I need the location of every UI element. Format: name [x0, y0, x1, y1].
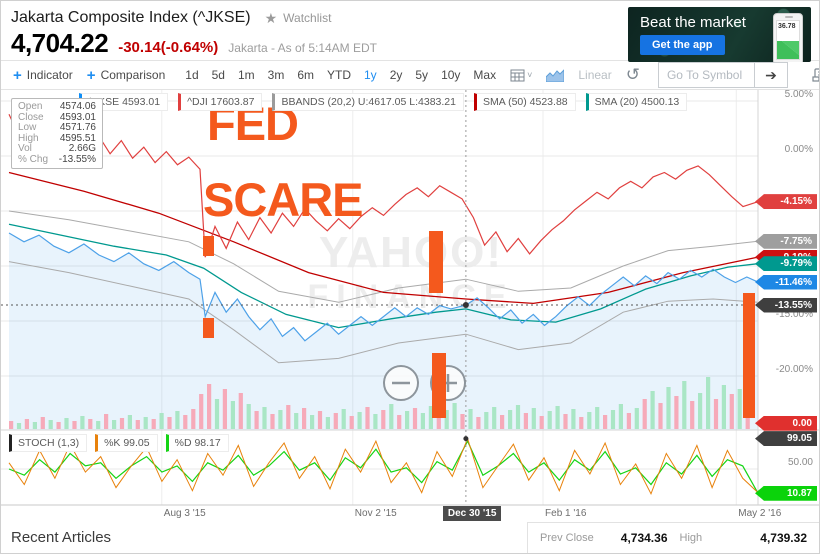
watchlist-button[interactable]: Watchlist: [283, 11, 332, 25]
watermark: YAHOO! FINANCE: [307, 228, 515, 316]
go-to-symbol-input[interactable]: [657, 62, 754, 88]
ohlc-tooltip: Open 4574.06 Close 4593.01 Low 4571.76 High 459…: [11, 98, 103, 169]
series-legend: ^JKSE 4593.01 ^DJI 17603.87 BBANDS (20,2) …: [79, 93, 688, 111]
legend-chip[interactable]: SMA (20) 4500.13: [585, 93, 688, 111]
as-of-timestamp: Jakarta - As of 5:14AM EDT: [228, 41, 378, 55]
go-to-symbol-group: ➔: [657, 62, 788, 88]
stoch-tag: 10.87: [755, 485, 817, 501]
phone-graphic: 36.78: [773, 13, 803, 62]
reset-zoom-icon[interactable]: ↺: [625, 65, 640, 84]
annotation-bar: [203, 236, 214, 256]
legend-chip[interactable]: BBANDS (20,2) U:4617.05 L:4383.21: [272, 93, 464, 111]
range-1d[interactable]: 1d: [185, 68, 199, 82]
annotation-bar: [743, 293, 755, 418]
price-tag: -13.55%: [755, 297, 817, 313]
range-5y[interactable]: 5y: [415, 68, 429, 82]
range-10y[interactable]: 10y: [441, 68, 461, 82]
chart-toolbar: + Indicator + Comparison 1d 5d 1m 3m 6m YTD 1y…: [1, 60, 819, 90]
ohlc-row: High 4595.51: [18, 132, 96, 144]
price-tag: 0.00: [755, 415, 817, 431]
y-axis-label: -20.00%: [775, 364, 813, 375]
crosshair-date-badge: Dec 30 '15: [442, 506, 502, 521]
chart-canvas[interactable]: [1, 90, 819, 522]
price-change: -30.14(-0.64%): [118, 39, 219, 56]
annotation-bar: [432, 353, 446, 418]
series--dji: [8, 113, 759, 258]
jkse-area-fill: [9, 233, 758, 430]
ad-banner[interactable]: Beat the market Get the app 36.78: [628, 7, 811, 62]
x-axis-label: May 2 '16: [738, 508, 782, 519]
get-the-app-button[interactable]: Get the app: [640, 35, 725, 55]
series-sma-20-: [8, 223, 759, 329]
popout-chart-icon[interactable]: [812, 68, 819, 82]
phone-quote-value: 36.78: [778, 23, 796, 30]
legend-chip[interactable]: STOCH (1,3): [9, 434, 88, 452]
annotation-bar: [429, 231, 443, 293]
calendar-range-icon[interactable]: ˅: [510, 68, 532, 82]
page-title: Jakarta Composite Index (^JKSE): [11, 9, 251, 26]
current-price: 4,704.22: [11, 28, 109, 58]
series-sma-50-: [8, 171, 759, 305]
price-tag: -11.46%: [755, 274, 817, 290]
go-to-symbol-submit[interactable]: ➔: [753, 62, 788, 88]
toolbar-right-icons: ⚙: [812, 65, 819, 85]
stoch-k-line: [8, 437, 759, 496]
price-tag: -4.15%: [755, 194, 817, 210]
legend-chip[interactable]: %D 98.17: [165, 434, 229, 452]
annotation-bar: [203, 318, 214, 338]
range-1m[interactable]: 1m: [237, 68, 255, 82]
phone-mini-chart: [777, 41, 799, 59]
stat-high: High 4,739.32: [679, 531, 808, 545]
series-bbands-upper: [8, 210, 759, 303]
range-1y[interactable]: 1y: [364, 68, 377, 82]
x-axis-label: Nov 2 '15: [354, 508, 397, 519]
ohlc-row: % Chg -13.55%: [18, 153, 96, 165]
legend-chip[interactable]: %K 99.05: [95, 434, 158, 452]
chevron-down-icon: ˅: [527, 70, 533, 80]
ad-headline: Beat the market: [640, 14, 746, 31]
legend-chip[interactable]: SMA (50) 4523.88: [473, 93, 576, 111]
range-3m[interactable]: 3m: [267, 68, 285, 82]
x-axis-label: Aug 3 '15: [163, 508, 206, 519]
y-axis-label: -15.00%: [775, 309, 813, 320]
y-axis-label: 0.00%: [784, 144, 813, 155]
range-5d[interactable]: 5d: [211, 68, 225, 82]
price-tag: -7.75%: [755, 233, 817, 249]
series--jkse: [8, 232, 759, 342]
series-bbands-lower: [8, 261, 759, 364]
stoch-tag: 99.05: [755, 431, 817, 447]
ohlc-row: Open 4574.06: [18, 101, 96, 112]
zoom-out-button[interactable]: [383, 365, 419, 401]
range-Max[interactable]: Max: [473, 68, 497, 82]
ohlc-row: Low 4571.76: [18, 122, 96, 133]
plus-icon: +: [86, 66, 96, 84]
stoch-legend: STOCH (1,3) %K 99.05 %D 98.17: [9, 434, 229, 452]
range-6m[interactable]: 6m: [297, 68, 314, 82]
chart-type-icon[interactable]: [546, 68, 565, 82]
quote-header: Jakarta Composite Index (^JKSE) ★ Watchl…: [11, 7, 377, 60]
recent-articles-heading: Recent Articles: [11, 529, 112, 546]
stat-prev-close: Prev Close 4,734.36: [540, 531, 668, 545]
scale-toggle[interactable]: Linear: [578, 68, 612, 82]
ohlc-row: Close 4593.01: [18, 111, 96, 123]
y-axis-label: 5.00%: [784, 89, 813, 100]
header: Jakarta Composite Index (^JKSE) ★ Watchl…: [1, 1, 819, 62]
range-2y[interactable]: 2y: [389, 68, 403, 82]
ohlc-row: Vol 2.66G: [18, 143, 96, 154]
footer: Recent Articles Prev Close 4,734.36 High 4,…: [1, 522, 819, 553]
plus-icon: +: [13, 66, 22, 84]
add-indicator-button[interactable]: + Indicator: [13, 66, 73, 84]
x-axis-label: Feb 1 '16: [545, 508, 587, 519]
y-axis-label: 50.00: [787, 457, 813, 468]
range-YTD[interactable]: YTD: [327, 68, 351, 82]
quote-stats-panel: Prev Close 4,734.36 High 4,739.32: [527, 522, 819, 553]
range-selector: 1d 5d 1m 3m 6m YTD 1y 2y 5y 10y Max: [185, 68, 496, 82]
add-comparison-button[interactable]: + Comparison: [86, 66, 166, 84]
legend-chip[interactable]: ^DJI 17603.87: [178, 93, 263, 111]
price-tag: -9.79%: [755, 256, 817, 272]
chart-area: YAHOO! FINANCE FED SCARE ^JKSE 4593.01 ^D…: [1, 89, 819, 522]
watchlist-star-icon[interactable]: ★: [264, 9, 278, 26]
